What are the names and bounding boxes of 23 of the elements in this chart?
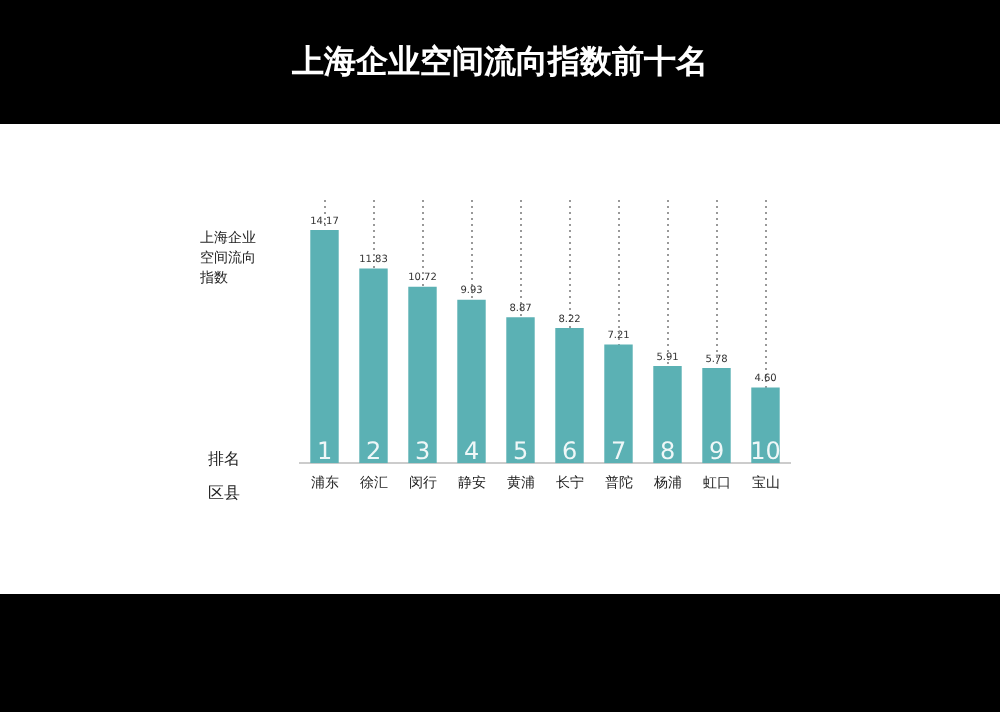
annotation: 7	[610, 437, 627, 466]
annotation: 10	[750, 437, 781, 466]
annotation: 2	[365, 437, 382, 466]
annotation: 1	[316, 437, 333, 466]
annotation: 5	[512, 437, 529, 466]
text: 排名	[208, 448, 240, 470]
annotation: 6	[561, 437, 578, 466]
text: 区县	[208, 482, 240, 504]
bar	[555, 327, 584, 464]
annotation: 3	[414, 437, 431, 466]
bar	[653, 365, 682, 464]
bar	[359, 268, 388, 464]
chart-title: 上海企业空间流向指数前十名	[292, 41, 708, 83]
bar	[702, 368, 731, 464]
bar	[604, 344, 633, 464]
bar	[408, 286, 437, 464]
annotation: 9	[708, 437, 725, 466]
bar	[310, 230, 339, 464]
bar	[751, 387, 780, 464]
annotation: 8	[659, 437, 676, 466]
bar	[457, 299, 486, 464]
annotation: 4	[463, 437, 480, 466]
bar	[506, 317, 535, 464]
